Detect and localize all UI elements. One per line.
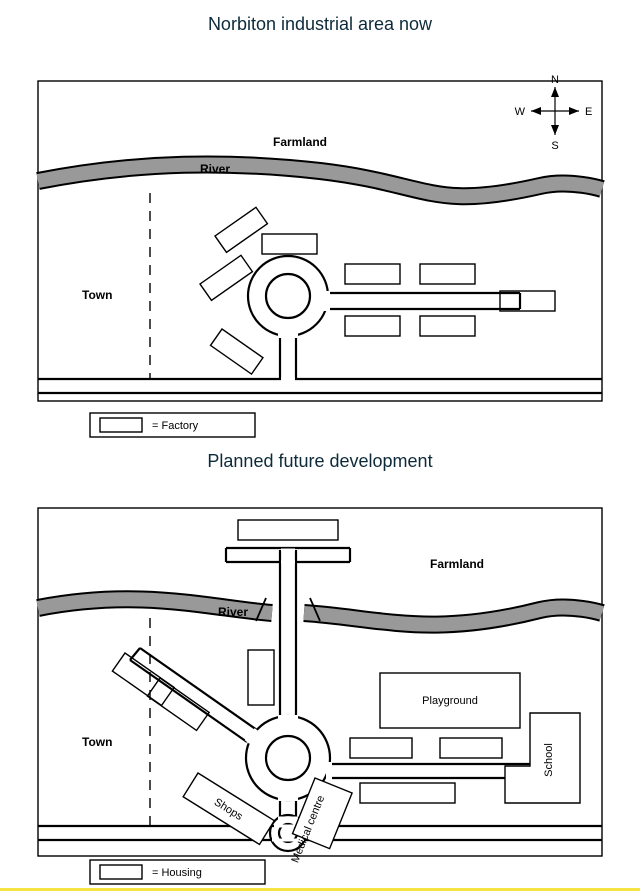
farmland-label-2: Farmland [430,557,484,571]
town-label-2: Town [82,735,112,749]
map2-title: Planned future development [0,451,640,472]
river-label-2: River [218,605,248,619]
map2-svg: Farmland River Town [0,478,640,888]
river [38,164,602,196]
roundabout-inner [266,274,310,318]
compass-w: W [515,106,526,118]
legend-text: = Factory [152,420,199,432]
river-label: River [200,162,230,176]
compass-e: E [585,106,592,118]
farmland-label: Farmland [273,135,327,149]
school-label: School [543,743,555,777]
legend-housing-icon [100,865,142,879]
town-label: Town [82,288,112,302]
compass-icon: N S W E [515,74,593,152]
playground-label: Playground [422,695,478,707]
legend-factory-icon [100,418,142,432]
factories [200,207,555,374]
map1-svg: N S W E Farmland River Town [0,41,640,441]
compass-s: S [551,140,558,152]
legend-text-2: = Housing [152,867,202,879]
roundabout-outer [248,256,328,336]
map1-title: Norbiton industrial area now [0,14,640,35]
compass-n: N [551,74,559,86]
